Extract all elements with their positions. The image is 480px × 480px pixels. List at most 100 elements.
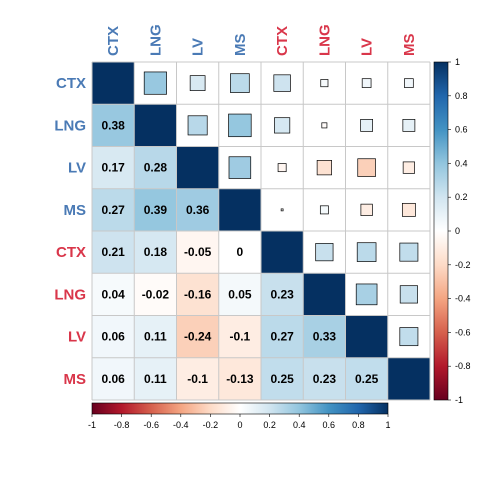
correlation-value: 0.18 [144,245,168,259]
correlation-value: 0.25 [355,372,379,386]
correlation-square [280,208,284,212]
lower-cell [345,357,388,400]
correlation-value: -0.1 [187,372,208,386]
bottom-colorbar-tick-label: 1 [385,420,390,430]
row-label: LNG [54,286,86,303]
correlation-value: 0.11 [144,330,167,344]
lower-cell [92,273,135,316]
right-colorbar-tick-label: -0.2 [455,260,471,270]
lower-cell [218,315,261,358]
lower-cell [134,146,177,189]
correlation-square [360,203,373,216]
diagonal-cell [218,188,261,231]
bottom-colorbar-tick-label: 0.2 [263,420,276,430]
correlation-value: 0.25 [270,372,294,386]
row-label: CTX [56,75,86,92]
correlation-value: 0.33 [313,330,337,344]
diagonal-cell [176,146,219,189]
bottom-colorbar-tick-label: -0.4 [173,420,189,430]
correlation-value: 0.36 [186,203,210,217]
correlation-value: 0.38 [101,118,125,132]
correlation-square [187,115,208,136]
correlation-square [356,242,377,262]
correlation-square [189,75,206,91]
correlation-value: 0 [237,245,244,259]
lower-cell [176,231,219,274]
row-label: LV [68,160,86,177]
row-label: MS [64,202,87,219]
correlation-square [228,113,252,138]
correlation-value: -0.02 [142,287,170,301]
correlation-square [228,156,252,179]
row-label: LNG [54,117,86,134]
correlation-value: 0.28 [144,161,168,175]
correlation-square [315,243,334,262]
right-colorbar-tick-label: -0.8 [455,361,471,371]
right-colorbar-tick-label: 0.2 [455,192,468,202]
row-label: MS [64,371,87,388]
lower-cell [134,315,177,358]
lower-cell [92,104,135,147]
lower-cell [92,231,135,274]
correlation-square [361,78,372,88]
lower-cell [176,315,219,358]
bottom-colorbar [91,402,389,415]
bottom-colorbar-tick-label: 0.6 [323,420,336,430]
correlation-value: 0.27 [270,330,294,344]
lower-cell [176,188,219,231]
diagonal-cell [345,315,388,358]
bottom-colorbar-tick-label: 0.4 [293,420,306,430]
lower-cell [134,188,177,231]
column-label: CTX [274,26,291,56]
correlation-value: -0.05 [184,245,212,259]
correlation-square [402,161,415,174]
correlation-square [274,117,291,134]
correlation-value: 0.04 [101,287,125,301]
lower-cell [218,357,261,400]
correlation-square [321,122,328,129]
correlation-value: 0.05 [228,287,252,301]
correlation-value: -0.24 [184,330,212,344]
correlation-square [399,285,418,304]
correlation-square [277,163,287,173]
correlation-value: -0.1 [230,330,251,344]
right-colorbar-tick-label: 0.6 [455,125,468,135]
correlation-value: 0.23 [313,372,337,386]
column-label: MS [401,34,418,57]
correlation-value: -0.13 [226,372,254,386]
lower-cell [303,357,346,400]
bottom-colorbar-tick-label: -0.6 [143,420,159,430]
lower-cell [134,357,177,400]
lower-cell [92,315,135,358]
right-colorbar-tick-label: -0.6 [455,327,471,337]
right-colorbar-tick-label: -1 [455,395,463,405]
bottom-colorbar-tick-label: 0.8 [352,420,365,430]
correlation-square [357,158,376,177]
lower-cell [92,146,135,189]
lower-cell [261,273,304,316]
right-colorbar-tick-label: 0 [455,226,460,236]
correlation-square [360,119,373,132]
correlation-value: 0.23 [270,287,294,301]
right-colorbar-tick-label: 0.4 [455,158,468,168]
correlation-square [399,327,419,347]
correlation-square [355,283,378,306]
column-label: LV [359,38,376,56]
diagonal-cell [387,357,430,400]
diagonal-cell [92,62,135,105]
correlation-value: 0.21 [101,245,125,259]
lower-cell [261,315,304,358]
lower-cell [218,231,261,274]
row-label: LV [68,329,86,346]
lower-cell [176,357,219,400]
column-label: CTX [105,26,122,56]
lower-cell [261,357,304,400]
column-label: MS [232,34,249,57]
correlation-square [230,73,250,93]
right-colorbar [433,61,449,401]
diagonal-cell [134,104,177,147]
correlation-value: 0.06 [101,372,125,386]
column-label: LNG [147,24,164,56]
lower-cell [92,188,135,231]
